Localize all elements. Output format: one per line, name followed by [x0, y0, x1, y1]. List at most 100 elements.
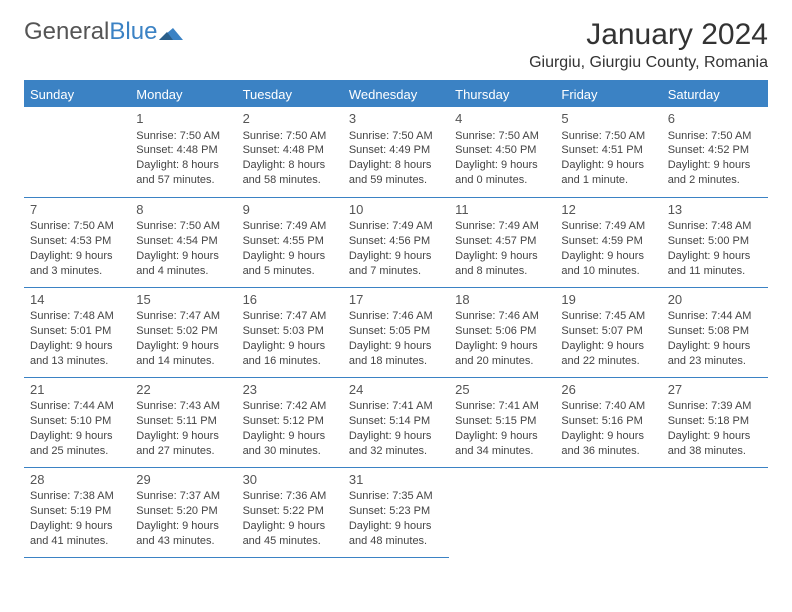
sunset-text: Sunset: 5:16 PM: [561, 414, 655, 429]
day-cell: 17Sunrise: 7:46 AMSunset: 5:05 PMDayligh…: [343, 287, 449, 377]
empty-cell: [555, 467, 661, 557]
empty-cell: [24, 107, 130, 197]
sunrise-text: Sunrise: 7:46 AM: [455, 309, 549, 324]
daylight-text: Daylight: 9 hours and 8 minutes.: [455, 249, 549, 279]
sunset-text: Sunset: 5:08 PM: [668, 324, 762, 339]
daylight-text: Daylight: 9 hours and 38 minutes.: [668, 429, 762, 459]
day-cell: 25Sunrise: 7:41 AMSunset: 5:15 PMDayligh…: [449, 377, 555, 467]
daylight-text: Daylight: 9 hours and 23 minutes.: [668, 339, 762, 369]
day-number: 1: [136, 110, 230, 128]
sunset-text: Sunset: 5:07 PM: [561, 324, 655, 339]
day-number: 31: [349, 471, 443, 489]
day-number: 11: [455, 201, 549, 219]
empty-cell: [662, 467, 768, 557]
sunset-text: Sunset: 5:12 PM: [243, 414, 337, 429]
daylight-text: Daylight: 9 hours and 2 minutes.: [668, 158, 762, 188]
sunrise-text: Sunrise: 7:44 AM: [668, 309, 762, 324]
day-number: 12: [561, 201, 655, 219]
daylight-text: Daylight: 9 hours and 20 minutes.: [455, 339, 549, 369]
calendar-table: SundayMondayTuesdayWednesdayThursdayFrid…: [24, 80, 768, 558]
sunset-text: Sunset: 4:55 PM: [243, 234, 337, 249]
day-cell: 8Sunrise: 7:50 AMSunset: 4:54 PMDaylight…: [130, 197, 236, 287]
day-cell: 1Sunrise: 7:50 AMSunset: 4:48 PMDaylight…: [130, 107, 236, 197]
day-cell: 6Sunrise: 7:50 AMSunset: 4:52 PMDaylight…: [662, 107, 768, 197]
day-number: 28: [30, 471, 124, 489]
sunrise-text: Sunrise: 7:39 AM: [668, 399, 762, 414]
day-number: 18: [455, 291, 549, 309]
sunset-text: Sunset: 5:10 PM: [30, 414, 124, 429]
day-header: Sunday: [24, 81, 130, 107]
sunrise-text: Sunrise: 7:50 AM: [668, 129, 762, 144]
day-cell: 22Sunrise: 7:43 AMSunset: 5:11 PMDayligh…: [130, 377, 236, 467]
day-number: 30: [243, 471, 337, 489]
sunrise-text: Sunrise: 7:50 AM: [30, 219, 124, 234]
daylight-text: Daylight: 9 hours and 3 minutes.: [30, 249, 124, 279]
brand-part2: Blue: [109, 18, 157, 46]
day-cell: 30Sunrise: 7:36 AMSunset: 5:22 PMDayligh…: [237, 467, 343, 557]
sunrise-text: Sunrise: 7:42 AM: [243, 399, 337, 414]
daylight-text: Daylight: 9 hours and 25 minutes.: [30, 429, 124, 459]
sunrise-text: Sunrise: 7:50 AM: [561, 129, 655, 144]
sunset-text: Sunset: 5:18 PM: [668, 414, 762, 429]
daylight-text: Daylight: 9 hours and 13 minutes.: [30, 339, 124, 369]
day-cell: 2Sunrise: 7:50 AMSunset: 4:48 PMDaylight…: [237, 107, 343, 197]
sunrise-text: Sunrise: 7:46 AM: [349, 309, 443, 324]
day-cell: 12Sunrise: 7:49 AMSunset: 4:59 PMDayligh…: [555, 197, 661, 287]
sunset-text: Sunset: 5:00 PM: [668, 234, 762, 249]
sunset-text: Sunset: 5:20 PM: [136, 504, 230, 519]
day-cell: 9Sunrise: 7:49 AMSunset: 4:55 PMDaylight…: [237, 197, 343, 287]
sunset-text: Sunset: 4:56 PM: [349, 234, 443, 249]
sunrise-text: Sunrise: 7:43 AM: [136, 399, 230, 414]
sunrise-text: Sunrise: 7:41 AM: [455, 399, 549, 414]
sunset-text: Sunset: 5:02 PM: [136, 324, 230, 339]
sunrise-text: Sunrise: 7:49 AM: [561, 219, 655, 234]
flag-icon: [159, 22, 185, 42]
day-number: 5: [561, 110, 655, 128]
day-number: 3: [349, 110, 443, 128]
day-cell: 18Sunrise: 7:46 AMSunset: 5:06 PMDayligh…: [449, 287, 555, 377]
day-cell: 27Sunrise: 7:39 AMSunset: 5:18 PMDayligh…: [662, 377, 768, 467]
sunset-text: Sunset: 5:22 PM: [243, 504, 337, 519]
day-cell: 24Sunrise: 7:41 AMSunset: 5:14 PMDayligh…: [343, 377, 449, 467]
month-title: January 2024: [529, 18, 768, 52]
day-cell: 26Sunrise: 7:40 AMSunset: 5:16 PMDayligh…: [555, 377, 661, 467]
sunset-text: Sunset: 5:01 PM: [30, 324, 124, 339]
daylight-text: Daylight: 9 hours and 36 minutes.: [561, 429, 655, 459]
day-number: 26: [561, 381, 655, 399]
sunrise-text: Sunrise: 7:47 AM: [136, 309, 230, 324]
sunrise-text: Sunrise: 7:38 AM: [30, 489, 124, 504]
sunrise-text: Sunrise: 7:44 AM: [30, 399, 124, 414]
day-number: 21: [30, 381, 124, 399]
daylight-text: Daylight: 9 hours and 10 minutes.: [561, 249, 655, 279]
daylight-text: Daylight: 9 hours and 48 minutes.: [349, 519, 443, 549]
day-number: 27: [668, 381, 762, 399]
daylight-text: Daylight: 8 hours and 58 minutes.: [243, 158, 337, 188]
sunrise-text: Sunrise: 7:50 AM: [136, 129, 230, 144]
sunset-text: Sunset: 5:03 PM: [243, 324, 337, 339]
day-cell: 16Sunrise: 7:47 AMSunset: 5:03 PMDayligh…: [237, 287, 343, 377]
day-header: Thursday: [449, 81, 555, 107]
day-number: 16: [243, 291, 337, 309]
day-cell: 29Sunrise: 7:37 AMSunset: 5:20 PMDayligh…: [130, 467, 236, 557]
day-cell: 15Sunrise: 7:47 AMSunset: 5:02 PMDayligh…: [130, 287, 236, 377]
daylight-text: Daylight: 9 hours and 45 minutes.: [243, 519, 337, 549]
sunrise-text: Sunrise: 7:49 AM: [349, 219, 443, 234]
sunrise-text: Sunrise: 7:37 AM: [136, 489, 230, 504]
sunset-text: Sunset: 5:23 PM: [349, 504, 443, 519]
sunrise-text: Sunrise: 7:50 AM: [349, 129, 443, 144]
daylight-text: Daylight: 9 hours and 32 minutes.: [349, 429, 443, 459]
daylight-text: Daylight: 9 hours and 7 minutes.: [349, 249, 443, 279]
sunset-text: Sunset: 4:53 PM: [30, 234, 124, 249]
sunrise-text: Sunrise: 7:49 AM: [455, 219, 549, 234]
sunrise-text: Sunrise: 7:41 AM: [349, 399, 443, 414]
day-number: 8: [136, 201, 230, 219]
sunset-text: Sunset: 4:48 PM: [243, 143, 337, 158]
daylight-text: Daylight: 9 hours and 11 minutes.: [668, 249, 762, 279]
daylight-text: Daylight: 9 hours and 0 minutes.: [455, 158, 549, 188]
daylight-text: Daylight: 9 hours and 14 minutes.: [136, 339, 230, 369]
day-cell: 21Sunrise: 7:44 AMSunset: 5:10 PMDayligh…: [24, 377, 130, 467]
sunset-text: Sunset: 5:11 PM: [136, 414, 230, 429]
sunset-text: Sunset: 5:05 PM: [349, 324, 443, 339]
day-header: Saturday: [662, 81, 768, 107]
day-number: 4: [455, 110, 549, 128]
